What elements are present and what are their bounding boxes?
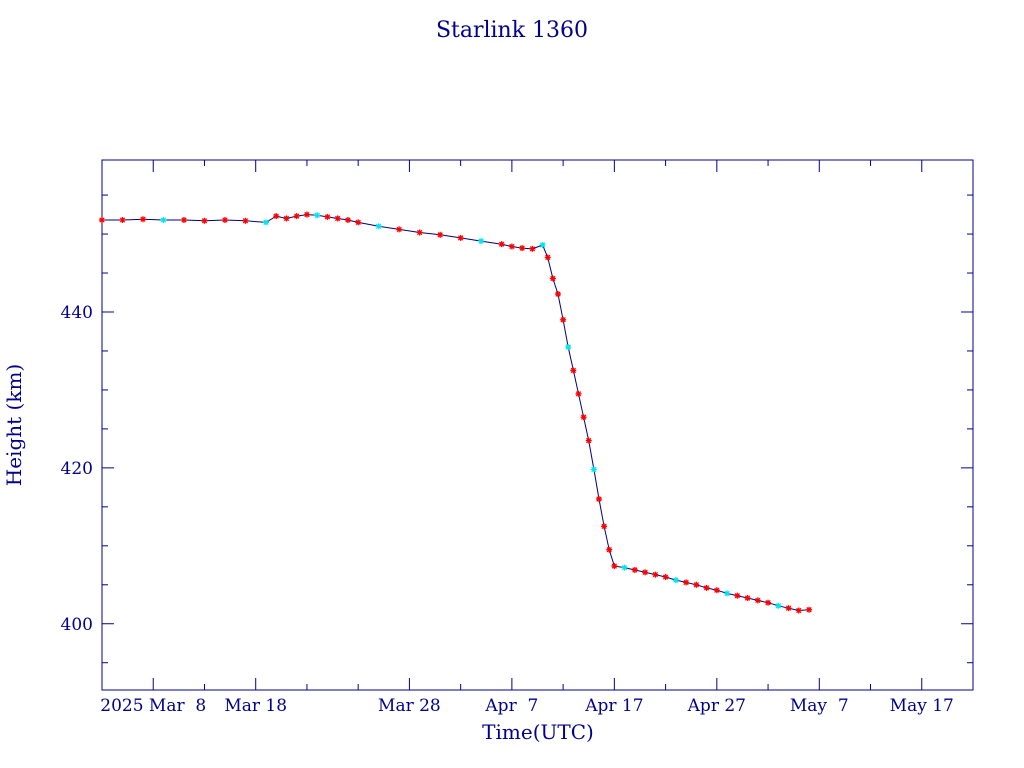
data-point — [560, 316, 567, 323]
data-point — [139, 216, 146, 223]
data-point — [334, 215, 341, 222]
data-point — [303, 211, 310, 218]
x-axis: 2025 Mar 8 Mar 18 Mar 28 Apr 7 Apr 17 Apr 27 M… — [100, 160, 954, 716]
data-point — [344, 217, 351, 224]
data-point — [544, 254, 551, 261]
y-axis-label: Height (km) — [2, 364, 26, 486]
data-point — [683, 579, 690, 586]
data-point — [160, 217, 167, 224]
data-point — [611, 563, 618, 570]
data-point — [724, 590, 731, 597]
data-point — [180, 217, 187, 224]
data-point — [519, 245, 526, 252]
data-point — [652, 571, 659, 578]
data-point — [795, 607, 802, 614]
data-point — [119, 217, 126, 224]
x-axis-label: Time(UTC) — [482, 720, 594, 744]
data-point — [324, 213, 331, 220]
data-point — [744, 595, 751, 602]
data-point — [775, 602, 782, 609]
data-point — [693, 581, 700, 588]
data-point — [590, 466, 597, 473]
data-point — [314, 212, 321, 219]
data-point — [585, 437, 592, 444]
data-point — [806, 606, 813, 613]
data-point — [575, 390, 582, 397]
data-point — [631, 566, 638, 573]
data-point — [606, 546, 613, 553]
data-point — [478, 238, 485, 245]
data-point — [293, 213, 300, 220]
x-tick-label: May 7 — [790, 696, 849, 716]
data-point — [672, 577, 679, 584]
data-point — [457, 234, 464, 241]
series-line — [102, 214, 810, 612]
x-tick-label: Apr 7 — [484, 696, 538, 716]
data-point — [201, 217, 208, 224]
data-point — [554, 291, 561, 298]
data-point — [785, 605, 792, 612]
x-tick-label: Apr 27 — [687, 696, 746, 716]
data-point — [565, 344, 572, 351]
data-point — [621, 564, 628, 571]
data-point — [273, 213, 280, 220]
x-tick-label: Mar 18 — [224, 696, 287, 716]
y-axis: 400 420 440 — [61, 194, 973, 664]
data-point — [734, 592, 741, 599]
data-point — [99, 217, 105, 224]
data-point — [221, 217, 228, 224]
data-point — [662, 573, 669, 580]
data-point — [595, 496, 602, 503]
data-point — [283, 215, 290, 222]
y-tick-label: 420 — [61, 459, 93, 479]
data-point — [765, 599, 772, 606]
data-point — [580, 414, 587, 421]
x-tick-label: May 17 — [890, 696, 954, 716]
data-point — [713, 587, 720, 594]
data-point — [437, 231, 444, 238]
series-markers — [99, 211, 813, 614]
data-point — [703, 584, 710, 591]
data-point — [570, 367, 577, 374]
x-tick-label: Apr 17 — [584, 696, 643, 716]
chart-title: Starlink 1360 — [436, 18, 588, 43]
data-point — [355, 219, 362, 226]
data-point — [539, 241, 546, 248]
data-point — [642, 569, 649, 576]
data-point — [262, 219, 269, 226]
data-point — [416, 229, 423, 236]
data-point — [601, 523, 608, 530]
data-point — [508, 243, 515, 250]
y-tick-label: 440 — [61, 303, 93, 323]
data-point — [549, 275, 556, 282]
data-point — [242, 217, 249, 224]
x-tick-label: Mar 28 — [378, 696, 441, 716]
plot-frame — [101, 159, 974, 691]
y-tick-label: 400 — [61, 615, 93, 635]
data-point — [375, 223, 382, 230]
data-point — [754, 597, 761, 604]
data-point — [396, 226, 403, 233]
data-point — [529, 245, 536, 252]
x-tick-label: 2025 Mar 8 — [100, 696, 206, 716]
data-point — [498, 241, 505, 248]
